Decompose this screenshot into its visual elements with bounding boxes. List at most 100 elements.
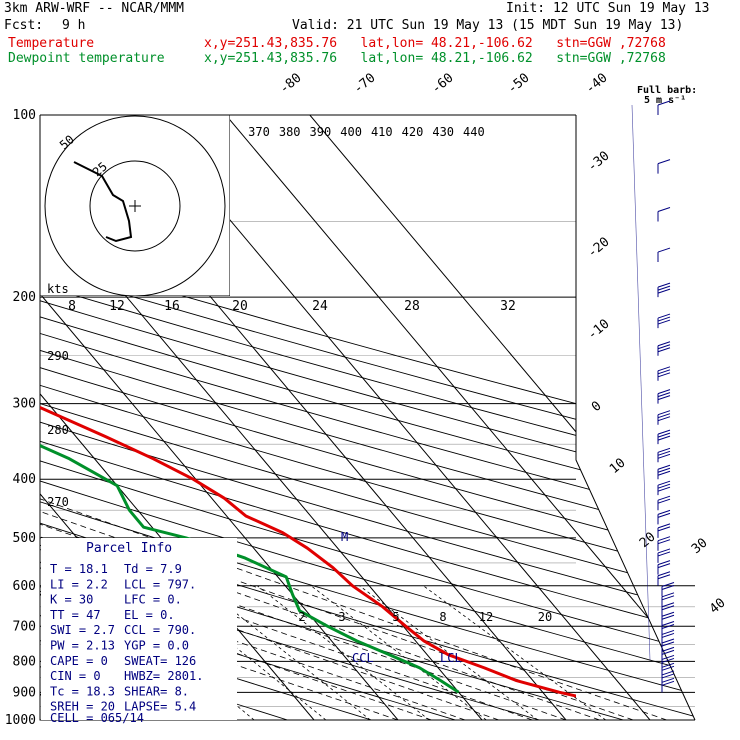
theta-label: 370 [248, 125, 270, 139]
valid-time: Valid: 21 UTC Sun 19 May 13 (15 MDT Sun … [292, 18, 684, 33]
hodograph-speed-label: 24 [312, 299, 328, 314]
isotherm-label: 0 [589, 399, 605, 416]
parcel-info-left-value: SWI = 2.7 [50, 623, 115, 637]
wind-barb-flag [661, 654, 675, 660]
theta-label: 420 [402, 125, 424, 139]
mixing-ratio-label: 8 [439, 610, 446, 624]
wind-barb-flag [657, 483, 671, 489]
theta-label: 390 [310, 125, 332, 139]
isotherm-label: -40 [583, 70, 611, 97]
lcl-label: LCL [440, 651, 462, 665]
model-title: 3km ARW-WRF -- NCAR/MMM [4, 1, 185, 16]
hodograph-trace [73, 161, 133, 243]
dry-adiabat-line [40, 115, 695, 720]
series-dewpoint-line [40, 444, 460, 694]
wind-barb-flag [661, 673, 675, 679]
theta-left-label: 280 [47, 423, 69, 437]
mixing-ratio-label: 5 [392, 610, 399, 624]
wind-barb-flag [657, 450, 671, 456]
parcel-mark-label: M [341, 530, 348, 544]
wind-barb-flag [657, 392, 671, 398]
location-dewpoint: x,y=251.43,835.76 lat,lon= 48.21,-106.62… [204, 51, 666, 66]
parcel-info-right-value: LCL = 797. [124, 577, 196, 591]
hodograph-ring [44, 115, 226, 296]
theta-left-label: 290 [47, 349, 69, 363]
isotherm-label: 30 [689, 536, 711, 558]
parcel-info-right-value: EL = 0. [124, 608, 175, 622]
wind-barb-flag [657, 369, 671, 375]
parcel-info-right-value: YGP = 0.0 [124, 639, 189, 653]
dry-adiabat-line [40, 115, 695, 720]
dry-adiabat-line [40, 115, 415, 720]
parcel-info-right-value: CCL = 790. [124, 623, 196, 637]
wind-barb-flag [657, 539, 671, 545]
wind-barb-flag [657, 288, 671, 294]
wind-barb-flag [657, 495, 671, 501]
wind-barb-flag [657, 453, 671, 459]
mixing-ratio-line [310, 585, 487, 720]
mixing-ratio-label: 20 [538, 610, 552, 624]
wind-barb-flag [657, 512, 671, 518]
wind-barb-flag [657, 498, 671, 504]
dry-adiabat-line [40, 115, 695, 720]
pressure-tick-label: 800 [13, 654, 36, 669]
wind-barb-flag [657, 247, 671, 253]
wind-barb-flag [657, 429, 671, 435]
moist-adiabat-line [40, 296, 667, 720]
wind-barb-flag [657, 389, 671, 395]
pressure-tick-label: 300 [13, 397, 36, 412]
wind-barb-flag [661, 621, 675, 626]
isotherm-label: -50 [505, 70, 533, 97]
wind-barb-flag [661, 657, 675, 663]
wind-barb-flag [657, 313, 671, 319]
dry-adiabat-line [40, 115, 695, 720]
wind-barb-flag [657, 470, 671, 476]
wind-barb-flag [661, 614, 675, 620]
parcel-info-left-value: SREH = 20 [50, 700, 115, 714]
wind-barb-flag [657, 285, 671, 291]
isotherm-label: 40 [707, 596, 729, 618]
wind-barb-flag [657, 319, 671, 325]
wind-barb-flag [661, 582, 675, 587]
hodograph-units: kts [47, 282, 69, 296]
wind-barb-flag [661, 649, 675, 655]
isotherm-label: 10 [607, 456, 629, 478]
wind-barb-flag [661, 602, 675, 608]
mixing-ratio-line [359, 585, 539, 720]
wind-barb-flag [661, 680, 675, 686]
init-time: Init: 12 UTC Sun 19 May 13 [506, 1, 710, 16]
wind-barb-flag [657, 560, 671, 566]
wind-barb-flag [657, 341, 671, 347]
theta-label: 440 [463, 125, 485, 139]
parcel-info-right-value: LAPSE= 5.4 [124, 700, 196, 714]
wind-barb-flag [661, 632, 675, 638]
wind-barb-flag [661, 592, 675, 598]
pressure-tick-label: 1000 [5, 713, 36, 728]
dry-adiabat-line [40, 115, 695, 720]
parcel-info-left-value: T = 18.1 [50, 562, 108, 576]
dry-adiabat-line [40, 115, 695, 720]
mixing-ratio-label: 3 [338, 610, 345, 624]
dry-adiabat-line [40, 115, 695, 720]
theta-left-label: 270 [47, 495, 69, 509]
isotherm-line [309, 115, 695, 720]
wind-barb-flag [661, 624, 675, 629]
pressure-tick-label: 200 [13, 290, 36, 305]
parcel-info-left-value: TT = 47 [50, 608, 101, 622]
theta-label: 400 [340, 125, 362, 139]
wind-barb-flag [657, 366, 671, 372]
barb-legend-units: 5 m s⁻¹ [644, 95, 686, 106]
parcel-info-left-value: Tc = 18.3 [50, 684, 115, 698]
parcel-info-background [41, 538, 237, 720]
moist-adiabat-line [40, 296, 533, 720]
parcel-info-title: Parcel Info [86, 541, 172, 556]
wind-barb-flag [657, 413, 671, 419]
wind-barb-flag [657, 410, 671, 416]
mixing-ratio-line [423, 585, 606, 720]
isotherm-label: -10 [585, 316, 613, 343]
theta-label: 380 [279, 125, 301, 139]
mixing-ratio-line [257, 585, 430, 720]
wind-barb-flag [657, 523, 671, 529]
wind-barb-flag [657, 159, 671, 165]
isotherm-label: 20 [637, 530, 659, 552]
